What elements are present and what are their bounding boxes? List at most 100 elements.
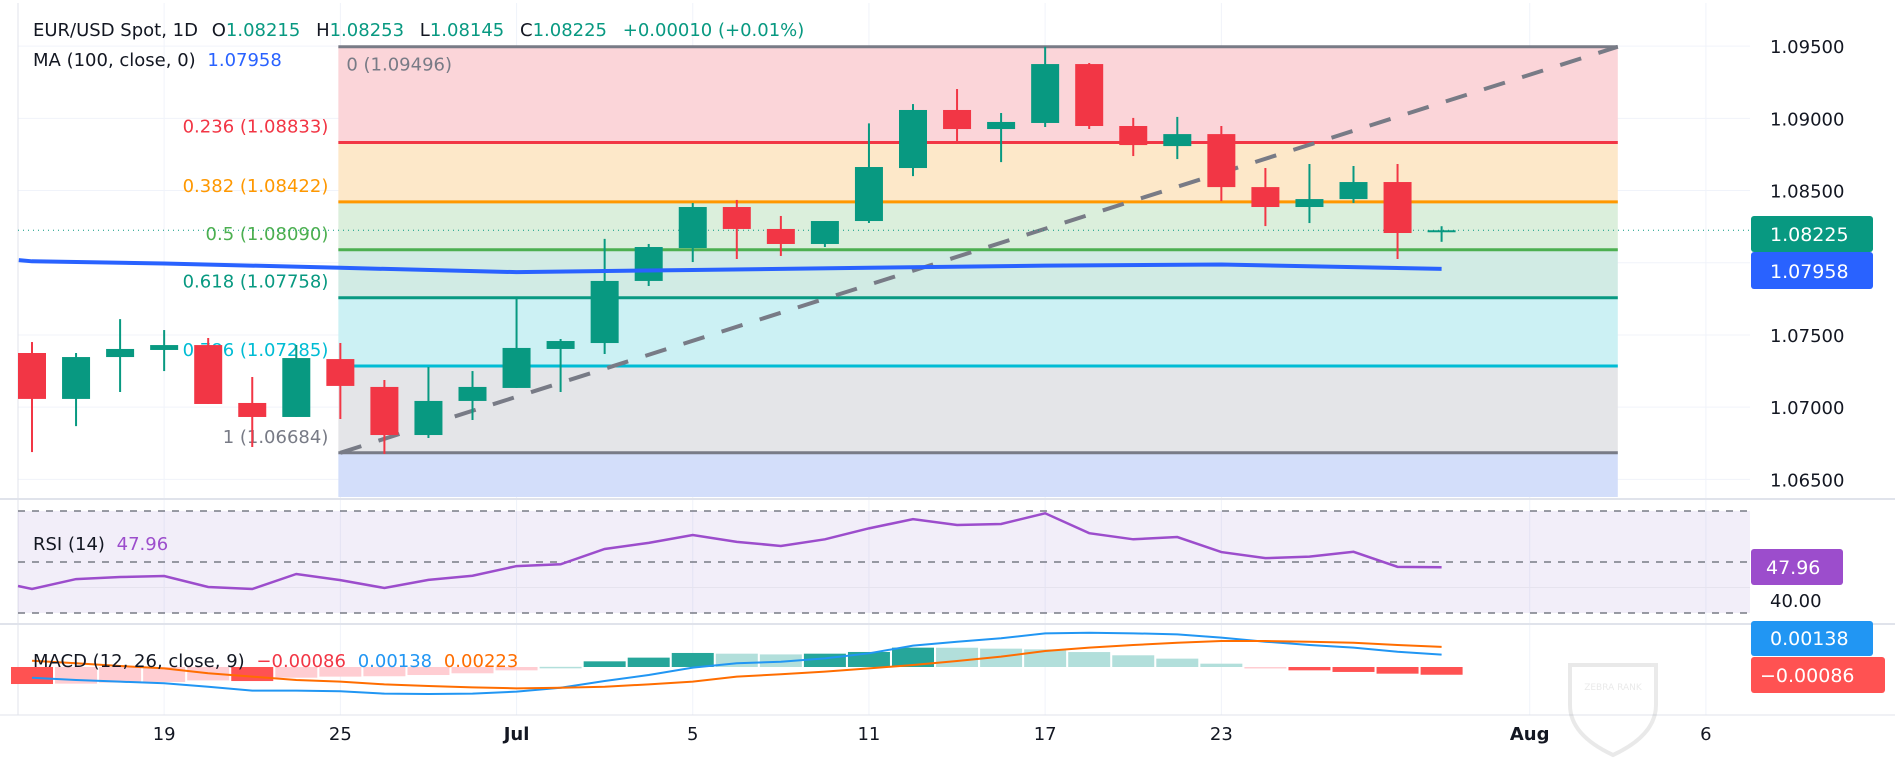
time-axis-label: 17 (1034, 724, 1057, 745)
high-value: 1.08253 (330, 20, 404, 41)
fib-level-label: 0.382 (1.08422) (183, 176, 329, 197)
time-axis-label: 5 (687, 724, 698, 745)
macd-histogram-bar (143, 667, 186, 682)
macd-histogram-bar (980, 648, 1023, 667)
ma-badge: 1.07958 (1770, 261, 1849, 283)
candles (18, 46, 1456, 454)
rsi-badge: 47.96 (1766, 557, 1820, 579)
fib-zone (338, 142, 1618, 202)
macd-histogram-bar (1376, 667, 1419, 674)
price-axis-label: 1.07500 (1770, 326, 1844, 347)
candle-body (810, 221, 839, 244)
change-value: +0.00010 (+0.01%) (623, 20, 805, 41)
macd-histogram-bar (407, 667, 450, 676)
last-price-badge: 1.08225 (1770, 224, 1849, 246)
rsi-line (17, 511, 1442, 591)
candle-body (1207, 134, 1236, 188)
candle-body (590, 280, 619, 344)
candle-body (1163, 134, 1192, 147)
open-value: 1.08215 (226, 20, 300, 41)
legend-macd: MACD (12, 26, close, 9) −0.00086 0.00138… (33, 651, 518, 672)
fib-level-label: 0 (1.09496) (346, 55, 452, 76)
macd-histogram-bar (495, 667, 538, 671)
candle-body (722, 207, 751, 229)
time-axis-label: 19 (153, 724, 176, 745)
fib-zone (338, 366, 1618, 453)
candle-body (150, 345, 179, 350)
macd-line (31, 631, 1442, 696)
candle-body (502, 347, 531, 388)
axis-badges: 1.08225 1.07958 40.00 47.96 0.00138 −0.0… (1751, 216, 1885, 693)
time-axis-label: Aug (1510, 724, 1550, 745)
hist-badge-bg (1751, 657, 1885, 693)
candle-body (414, 400, 443, 436)
macd-pane (11, 631, 1463, 696)
fib-retracement[interactable]: 0 (1.09496) 0.236 (1.08833) 0.382 (1.08422… (18, 44, 1750, 497)
time-axis[interactable]: 19 25 Jul 5 11 17 23 Aug 6 (153, 724, 1712, 745)
fib-level-label: 0.618 (1.07758) (183, 272, 329, 293)
candle-body (1251, 187, 1280, 208)
macd-histogram-bar (363, 667, 406, 677)
legend-rsi: RSI (14) 47.96 (33, 534, 168, 555)
price-axis-label: 1.09000 (1770, 109, 1844, 130)
macd-histogram-bar (275, 667, 318, 678)
close-value: 1.08225 (533, 20, 607, 41)
macd-histogram-bar (1420, 667, 1463, 675)
hist-value: −0.00086 (256, 651, 346, 672)
candle-body (899, 109, 927, 169)
candle-body (282, 358, 311, 417)
candle-body (458, 386, 487, 401)
macd-histogram-bar (451, 667, 494, 674)
candle-body (370, 386, 399, 436)
fib-zone (338, 452, 1618, 497)
macd-histogram-bar (11, 667, 53, 685)
candle-body (62, 357, 91, 399)
price-axis[interactable]: 1.09500 1.09000 1.08500 1.07500 1.07000 1.065… (1770, 37, 1844, 491)
macd-badge-bg (1751, 621, 1873, 656)
candle-body (1119, 126, 1148, 146)
candle-body (238, 402, 267, 417)
candle-body (326, 359, 355, 386)
legend-ohlc: EUR/USD Spot, 1D O1.08215 H1.08253 L1.08… (33, 20, 804, 41)
candle-body (943, 109, 972, 130)
candle-body (1075, 64, 1104, 127)
time-axis-label: 23 (1210, 724, 1233, 745)
macd-histogram-bar (1112, 655, 1155, 667)
macd-histogram-bar (583, 661, 626, 667)
candle-body (854, 167, 883, 222)
ma-value: 1.07958 (207, 50, 281, 71)
macd-histogram-bar (627, 657, 670, 667)
macd-histogram-bar (936, 647, 979, 667)
fib-zone (338, 249, 1618, 298)
candle-body (634, 247, 663, 281)
candle-body (106, 348, 135, 358)
macd-badge: 0.00138 (1770, 628, 1849, 650)
candle-body (987, 121, 1016, 130)
ma-badge-bg (1751, 252, 1873, 289)
time-axis-label: 11 (857, 724, 880, 745)
macd-histogram-bar (847, 651, 890, 667)
macd-histogram-bar (539, 666, 582, 669)
candle-body (1295, 199, 1324, 208)
time-axis-label: 6 (1700, 724, 1711, 745)
legend-ma: MA (100, close, 0) 1.07958 (33, 50, 282, 71)
fib-level-label: 0.5 (1.08090) (206, 224, 329, 245)
ma-line (18, 258, 1442, 275)
macd-histogram-bar (892, 647, 934, 667)
time-axis-label: Jul (502, 724, 530, 745)
price-axis-label: 1.06500 (1770, 470, 1844, 491)
fib-level-label: 1 (1.06684) (223, 427, 329, 448)
shield-logo-icon (1568, 663, 1658, 758)
fib-zone (338, 201, 1618, 250)
candle-body (194, 345, 223, 404)
watermark: ZEBRA RANK (1568, 663, 1658, 758)
candle-body (1031, 64, 1060, 123)
ma100-line (18, 258, 1442, 275)
rsi-badge-bg (1751, 549, 1843, 585)
macd-histogram-bar (1156, 658, 1199, 667)
macd-histogram-bar (1068, 652, 1111, 667)
macd-histogram-bar (1288, 667, 1331, 671)
rsi-pane (17, 510, 1750, 614)
candle-body (1427, 230, 1456, 233)
